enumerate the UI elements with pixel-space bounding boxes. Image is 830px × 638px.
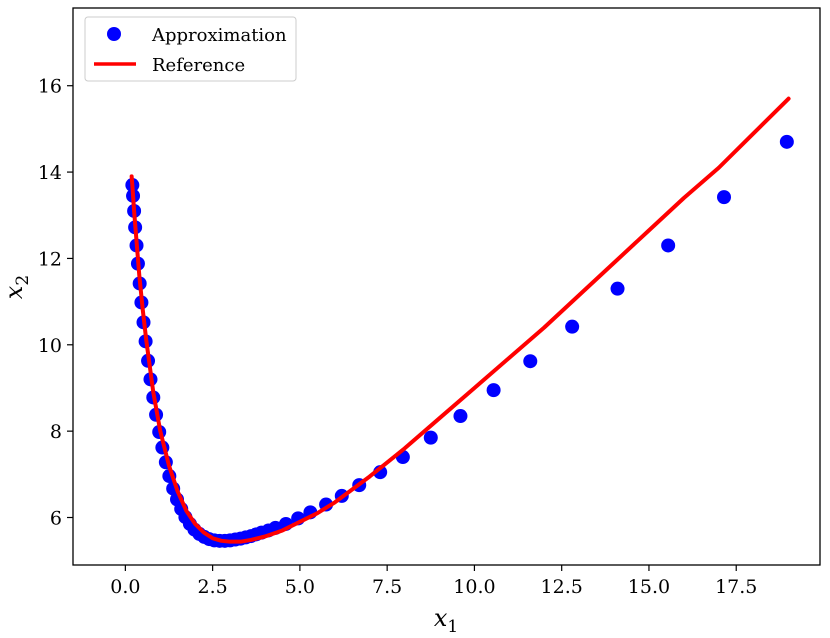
- approximation-point: [453, 409, 468, 424]
- approximation-point: [423, 430, 438, 445]
- plot-frame: [72, 7, 821, 566]
- legend-label-reference: Reference: [152, 55, 245, 76]
- x-tick-label: 15.0: [628, 576, 670, 598]
- y-tick-label: 14: [38, 162, 62, 184]
- y-tick-label: 6: [50, 508, 62, 530]
- x-tick-label: 0.0: [110, 576, 140, 598]
- approximation-point: [565, 319, 580, 334]
- x-tick-label: 17.5: [715, 576, 757, 598]
- approximation-point: [779, 134, 794, 149]
- reference-line: [129, 96, 791, 544]
- x-tick-label: 7.5: [372, 576, 402, 598]
- legend-box: [84, 16, 297, 82]
- approximation-point: [717, 190, 732, 205]
- approximation-point: [661, 238, 676, 253]
- legend: Approximation Reference: [84, 16, 297, 82]
- legend-label-approximation: Approximation: [151, 25, 287, 46]
- legend-marker-approximation: [107, 27, 121, 41]
- approximation-point: [486, 383, 501, 398]
- y-tick-label: 8: [50, 421, 62, 443]
- x-tick-label: 12.5: [541, 576, 583, 598]
- x-axis-label: x1: [434, 604, 458, 637]
- y-tick-label: 10: [38, 335, 62, 357]
- approximation-point: [523, 354, 538, 369]
- x-tick-label: 2.5: [198, 576, 228, 598]
- y-tick-label: 16: [38, 76, 62, 98]
- x-tick-label: 10.0: [453, 576, 495, 598]
- y-axis-label: x2: [0, 275, 33, 299]
- axis-ticks: 0.0 2.5 5.0 7.5 10.0 12.5 15.0 17.5 6 8 10 12 14 16: [38, 76, 758, 598]
- x-tick-label: 5.0: [285, 576, 315, 598]
- y-tick-label: 12: [38, 248, 62, 270]
- approximation-point: [610, 281, 625, 296]
- plot-area: [125, 96, 794, 548]
